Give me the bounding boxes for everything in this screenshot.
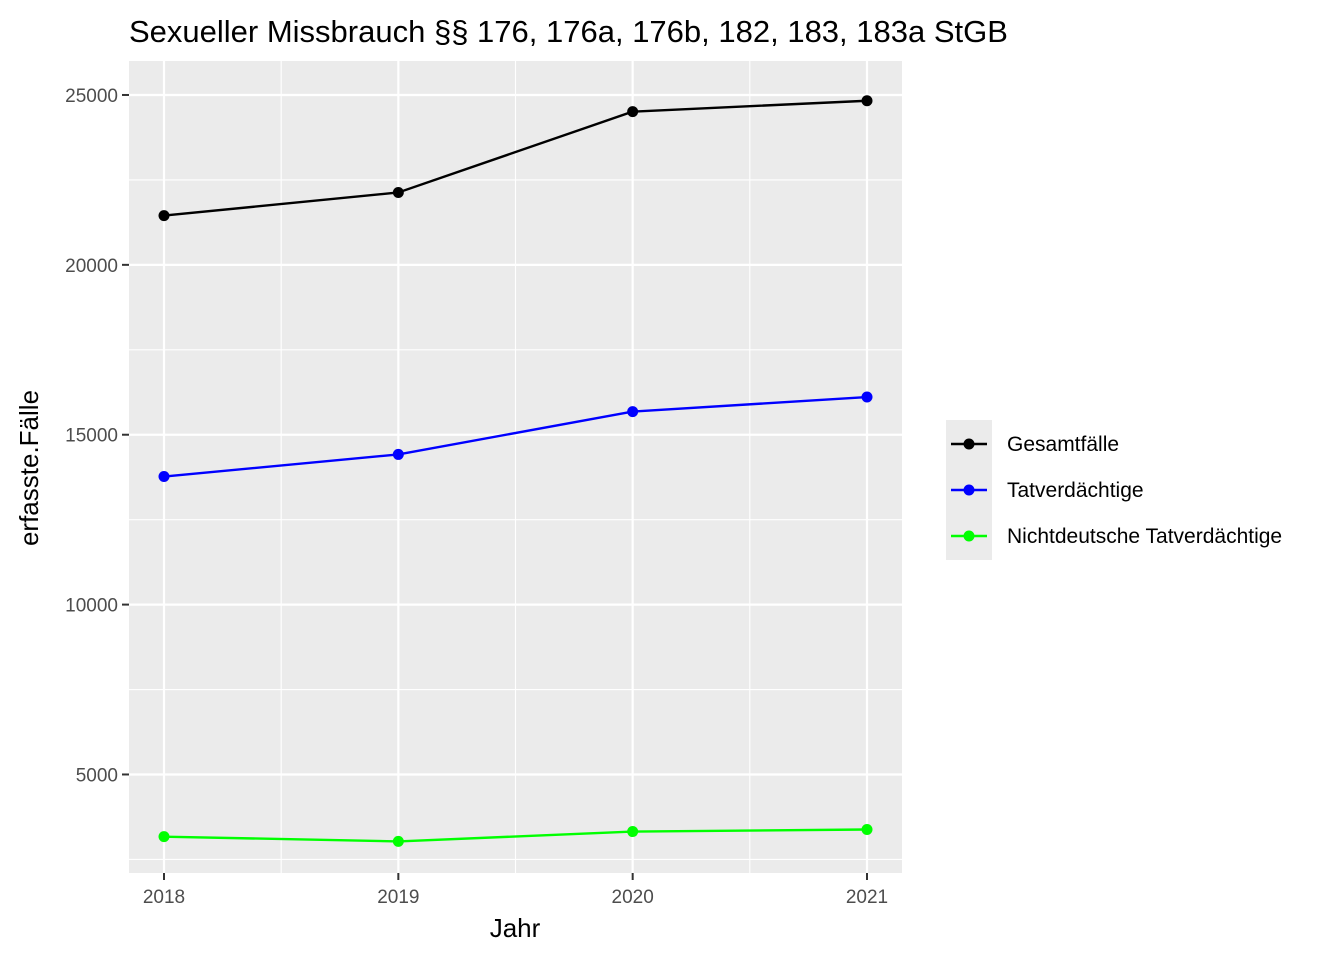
chart-title: Sexueller Missbrauch §§ 176, 176a, 176b,…: [129, 14, 1008, 49]
x-tick-label: 2018: [143, 887, 185, 908]
data-point: [627, 106, 639, 118]
series-3: [158, 824, 873, 847]
y-tick-label: 15000: [65, 426, 118, 447]
y-axis: 5000 10000 15000 20000 25000: [65, 86, 129, 786]
x-tick-label: 2021: [846, 887, 888, 908]
data-point: [627, 406, 639, 418]
legend-key-point: [963, 530, 975, 542]
data-point: [392, 186, 404, 198]
x-axis: 2018 2019 2020 2021: [143, 873, 888, 908]
data-point: [861, 391, 873, 403]
series-line: [163, 828, 868, 843]
data-point: [158, 471, 170, 483]
legend-label: Nichtdeutsche Tatverdächtige: [1007, 525, 1282, 548]
legend-key-point: [963, 438, 975, 450]
data-point: [392, 835, 404, 847]
series-2: [158, 391, 873, 483]
data-point: [158, 831, 170, 843]
x-tick-label: 2020: [612, 887, 654, 908]
legend-label: Tatverdächtige: [1007, 479, 1144, 502]
legend-key-point: [963, 484, 975, 496]
grid-lines: [129, 61, 902, 873]
x-tick-label: 2019: [377, 887, 419, 908]
series-line: [163, 99, 868, 217]
legend-label: Gesamtfälle: [1007, 433, 1119, 456]
data-point: [861, 95, 873, 107]
y-tick-label: 5000: [76, 765, 118, 786]
data-point: [861, 824, 873, 836]
data-point: [392, 448, 404, 460]
series-line: [163, 395, 868, 478]
data-point: [627, 826, 639, 838]
y-axis-title: erfasste.Fälle: [14, 390, 44, 546]
y-tick-label: 10000: [65, 596, 118, 617]
data-point: [158, 210, 170, 222]
legend: Gesamtfälle Tatverdächtige Nichtdeutsche T…: [946, 420, 1282, 560]
series-layer: [158, 95, 873, 847]
x-axis-title: Jahr: [490, 913, 541, 943]
y-tick-label: 25000: [65, 86, 118, 107]
series-1: [158, 95, 873, 222]
y-tick-label: 20000: [65, 256, 118, 277]
